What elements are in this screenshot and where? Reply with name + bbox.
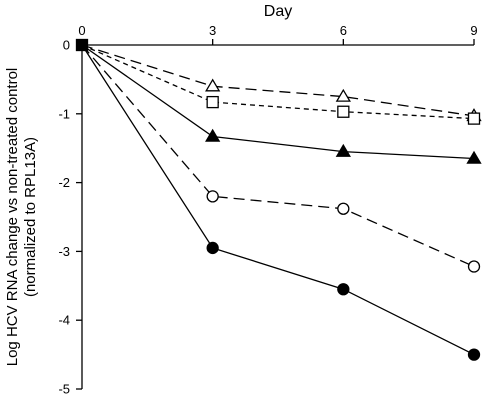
series-5-point (206, 241, 219, 255)
series-4-point (337, 202, 350, 215)
series-1-point (335, 88, 351, 102)
y-axis-subtitle: (normalized to RPL13A) (22, 137, 39, 297)
origin-point (75, 38, 89, 52)
x-axis-title: Day (264, 3, 292, 20)
series-3-point (466, 150, 482, 164)
series-2-point (206, 95, 219, 109)
markers-group (75, 38, 482, 361)
series-2-line (81, 44, 475, 120)
series-lines-group (81, 44, 475, 356)
y-tick-label: -2 (58, 175, 70, 190)
series-2-point (337, 105, 350, 118)
series-4-point (467, 260, 481, 273)
y-tick-label: 0 (63, 38, 70, 53)
series-5-point (337, 283, 350, 296)
x-tick-label: 0 (78, 23, 85, 38)
y-tick-label: -1 (58, 106, 70, 121)
y-axis-title: Log HCV RNA change vs non-treated contro… (4, 68, 21, 367)
series-4-point (206, 190, 219, 203)
y-tick-label: -3 (58, 244, 70, 259)
x-tick-label: 9 (470, 23, 477, 38)
axes-group: 0 3 6 9 0 -1 -2 -3 -4 -5 (58, 23, 477, 397)
series-5-line (81, 44, 475, 356)
series-4-line (81, 44, 475, 268)
y-tick-label: -4 (58, 313, 70, 328)
series-1-point (205, 78, 221, 92)
series-2-point (467, 112, 481, 125)
x-tick-label: 3 (209, 23, 216, 38)
series-3-point (205, 128, 221, 142)
series-5-point (467, 348, 481, 361)
series-3-line (81, 44, 475, 160)
series-1-line (81, 44, 475, 117)
y-tick-label: -5 (58, 382, 70, 397)
x-tick-label: 6 (340, 23, 347, 38)
series-3-point (335, 143, 351, 157)
